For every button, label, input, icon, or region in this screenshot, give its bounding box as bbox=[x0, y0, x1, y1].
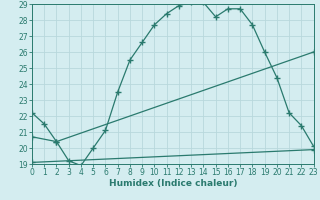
X-axis label: Humidex (Indice chaleur): Humidex (Indice chaleur) bbox=[108, 179, 237, 188]
